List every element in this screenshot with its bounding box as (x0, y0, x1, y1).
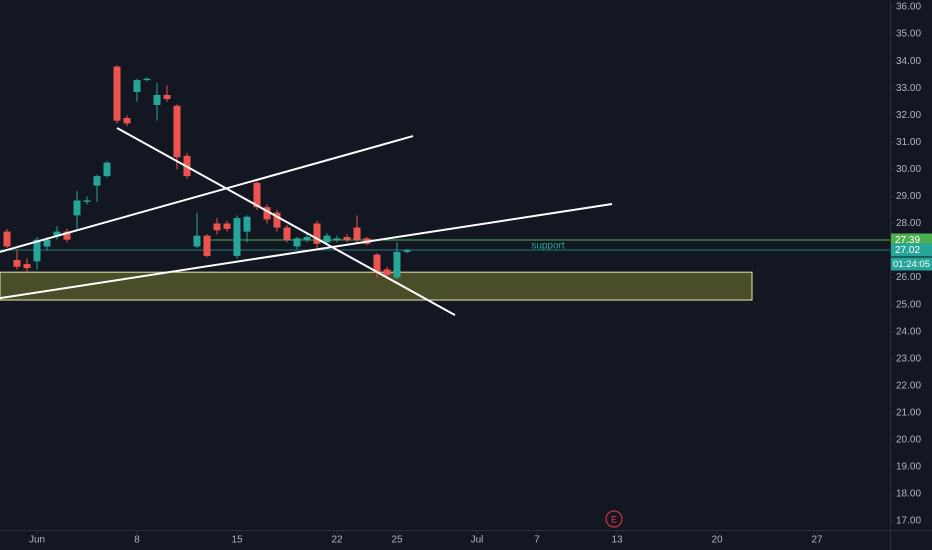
x-tick-label: 15 (231, 535, 243, 546)
support-label: support (531, 241, 565, 252)
x-tick-label: 8 (134, 535, 140, 546)
y-tick-label: 23.00 (896, 353, 921, 364)
candle-body (63, 231, 71, 240)
y-tick-label: 29.00 (896, 191, 921, 202)
candle-body (243, 216, 251, 232)
candle-body (313, 223, 321, 244)
candle-body (153, 94, 161, 105)
countdown-box (891, 257, 932, 271)
x-tick-label: Jul (471, 535, 484, 546)
y-tick-label: 32.00 (896, 110, 921, 121)
candle-body (83, 200, 91, 202)
candle-body (323, 235, 331, 243)
trendline (116, 127, 456, 317)
y-tick-label: 21.00 (896, 407, 921, 418)
y-tick-label: 20.00 (896, 435, 921, 446)
candle-body (303, 236, 311, 240)
x-tick-label: 27 (811, 535, 823, 546)
y-tick-label: 34.00 (896, 56, 921, 67)
plot-area (0, 65, 890, 317)
candle-body (163, 94, 171, 100)
x-tick-label: 25 (391, 535, 403, 546)
y-tick-label: 31.00 (896, 137, 921, 148)
y-tick-label: 24.00 (896, 326, 921, 337)
zone (0, 271, 753, 301)
candle-body (53, 231, 61, 236)
candle-body (333, 238, 341, 240)
candle-body (373, 254, 381, 273)
candle-body (263, 207, 271, 220)
countdown: 01:24:05 (893, 259, 930, 270)
candle-body (283, 227, 291, 240)
candle-body (143, 78, 151, 81)
last-price-label: 27.02 (895, 245, 920, 256)
trendline (0, 203, 613, 300)
y-tick-label: 19.00 (896, 462, 921, 473)
earnings-label: E (611, 514, 617, 524)
candle-body (193, 235, 201, 247)
y-tick-label: 26.00 (896, 272, 921, 283)
candle-body (213, 223, 221, 231)
support-price-label: 27.39 (895, 235, 920, 246)
y-tick-label: 22.00 (896, 380, 921, 391)
trendline (0, 135, 414, 253)
candle-body (233, 218, 241, 256)
candle-body (113, 66, 121, 121)
candle-body (173, 105, 181, 158)
candle-body (343, 236, 351, 240)
x-tick-label: Jun (29, 535, 45, 546)
y-tick-label: 36.00 (896, 2, 921, 13)
candle-body (43, 239, 51, 247)
candle-body (403, 249, 411, 252)
candle-body (93, 176, 101, 186)
candle-body (353, 227, 361, 240)
candle-body (203, 235, 211, 256)
candle-body (3, 231, 11, 247)
last-price-label-box (891, 243, 932, 257)
candle-body (123, 117, 131, 124)
candle-body (103, 162, 111, 177)
earnings-marker (605, 510, 623, 528)
support-price-label-box (891, 233, 932, 247)
x-tick-label: 7 (534, 535, 540, 546)
candle-body (253, 182, 261, 208)
candle-body (33, 239, 41, 262)
y-tick-label: 18.00 (896, 489, 921, 500)
candle-body (223, 223, 231, 229)
y-tick-label: 35.00 (896, 29, 921, 40)
candle-body (293, 238, 301, 247)
candle-body (13, 259, 21, 267)
y-tick-label: 17.00 (896, 516, 921, 527)
candle-body (23, 264, 31, 269)
x-tick-label: 22 (331, 535, 343, 546)
candle-body (273, 212, 281, 228)
x-tick-label: 20 (711, 535, 723, 546)
candle-body (73, 200, 81, 216)
candle-body (393, 251, 401, 278)
y-tick-label: 33.00 (896, 83, 921, 94)
y-tick-label: 30.00 (896, 164, 921, 175)
candle-body (133, 80, 141, 92)
candle-body (383, 269, 391, 275)
y-tick-label: 28.00 (896, 218, 921, 229)
y-tick-label: 25.00 (896, 299, 921, 310)
x-tick-label: 13 (611, 535, 623, 546)
